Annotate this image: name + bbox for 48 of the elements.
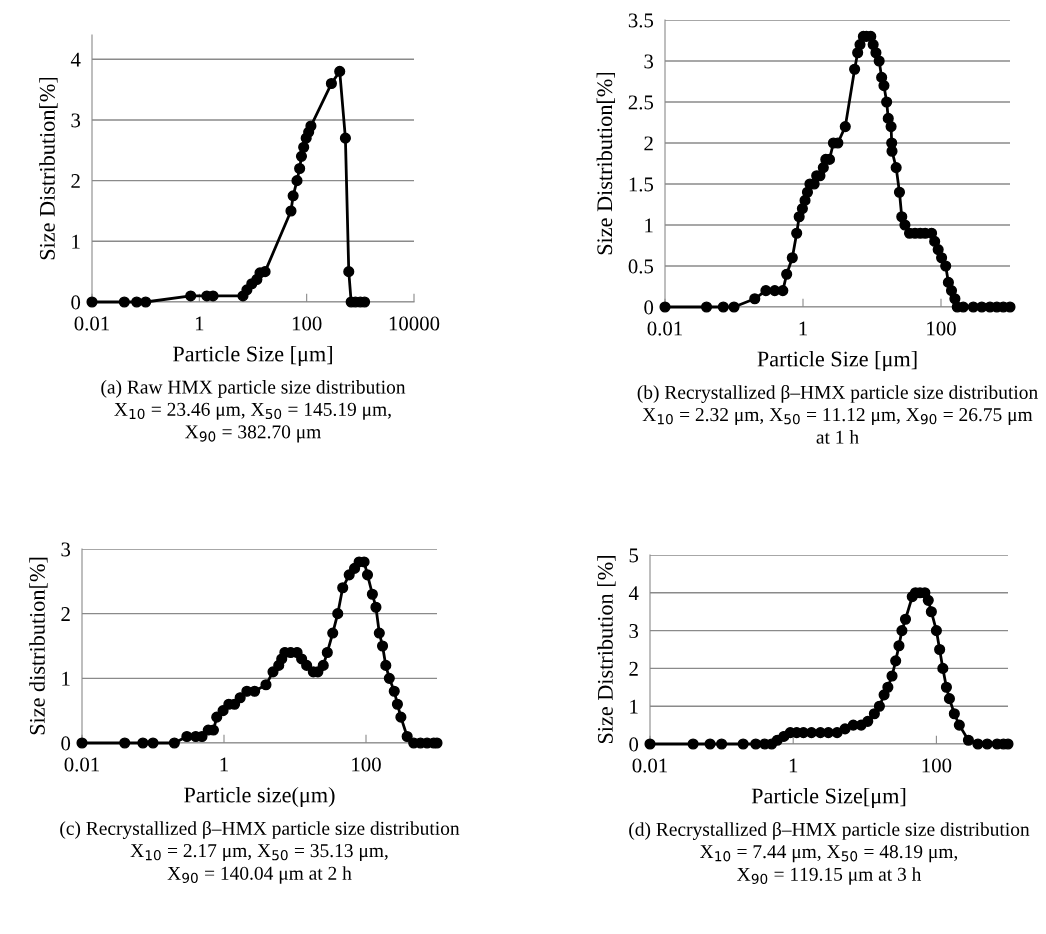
x-tick-label: 0.01 — [632, 758, 667, 773]
y-axis-title: Size Distribution [%] — [597, 556, 616, 744]
y-tick-label: 1 — [630, 699, 638, 714]
y-tick-label: 4 — [70, 52, 81, 67]
text: (c) Recrystallized β–HMX particle size distribution X$_{10}$ = 2.17 μm, X$_{50}$ = 35.13 μm, X$_{90}$ = 140.04 μm at 2 h — [60, 821, 460, 884]
x-tick-label: 10000 — [389, 316, 440, 331]
x-tick-label: 1 — [799, 321, 807, 336]
text: (d) Recrystallized β–HMX particle size distribution X$_{10}$ = 7.44 μm, X$_{50}$ = 48.19 μm, X$_{90}$ = 119.15 μm at 3 h — [629, 822, 1030, 885]
x-axis-title: Particle Size[μm] — [751, 787, 906, 809]
y-tick-label: 2 — [644, 136, 653, 151]
x-axis-title: Particle size(μm) — [184, 786, 335, 808]
y-axis-title: Size distribution[%] — [29, 557, 48, 735]
y-tick-label: 2 — [629, 661, 638, 676]
x-tick-label: 0.01 — [647, 321, 682, 336]
x-tick-label: 100 — [922, 758, 952, 773]
y-tick-label: 3 — [644, 54, 654, 69]
y-tick-label: 0 — [644, 300, 654, 315]
x-tick-label: 100 — [292, 316, 322, 331]
y-tick-label: 1.5 — [629, 177, 654, 192]
x-axis-title: Particle Size [μm] — [757, 350, 917, 372]
y-tick-label: 2 — [61, 607, 70, 621]
y-tick-label: 2.5 — [628, 95, 654, 110]
y-tick-label: 0 — [71, 295, 81, 310]
y-tick-label: 4 — [628, 586, 639, 601]
y-tick-label: 1 — [645, 218, 653, 233]
y-axis-title: Size Distribution[%] — [39, 77, 58, 260]
text: (a) Raw HMX particle size distribution X$_{10}$ = 23.46 μm, X$_{50}$ = 145.19 μm, X$_{90}$ = 382.70 μm — [101, 380, 406, 443]
y-tick-label: 3 — [61, 542, 71, 557]
y-tick-label: 3 — [629, 624, 639, 639]
x-axis-title: Particle Size [μm] — [173, 345, 332, 367]
x-tick-label: 1 — [195, 316, 204, 331]
y-tick-label: 3 — [71, 113, 81, 128]
x-tick-label: 100 — [352, 757, 381, 772]
y-tick-label: 5 — [629, 548, 639, 563]
y-tick-label: 0 — [61, 736, 71, 751]
y-tick-label: 1 — [72, 234, 80, 249]
y-tick-label: 1 — [62, 671, 70, 686]
y-axis-title: Size Distribution[%] — [596, 72, 615, 255]
y-tick-label: 3.5 — [628, 13, 654, 28]
x-tick-label: 1 — [789, 758, 798, 773]
x-tick-label: 100 — [927, 321, 956, 336]
x-tick-label: 0.01 — [74, 316, 109, 331]
y-tick-label: 0.5 — [628, 259, 654, 274]
text: (b) Recrystallized β–HMX particle size distribution X$_{10}$ = 2.32 μm, X$_{50}$ = 11.12 μm, X$_{90}$ = 26.75 μm at 1 h — [637, 385, 1038, 444]
y-tick-label: 2 — [71, 174, 80, 188]
y-tick-label: 0 — [629, 737, 639, 752]
x-tick-label: 1 — [220, 757, 228, 772]
x-tick-label: 0.01 — [64, 757, 99, 772]
